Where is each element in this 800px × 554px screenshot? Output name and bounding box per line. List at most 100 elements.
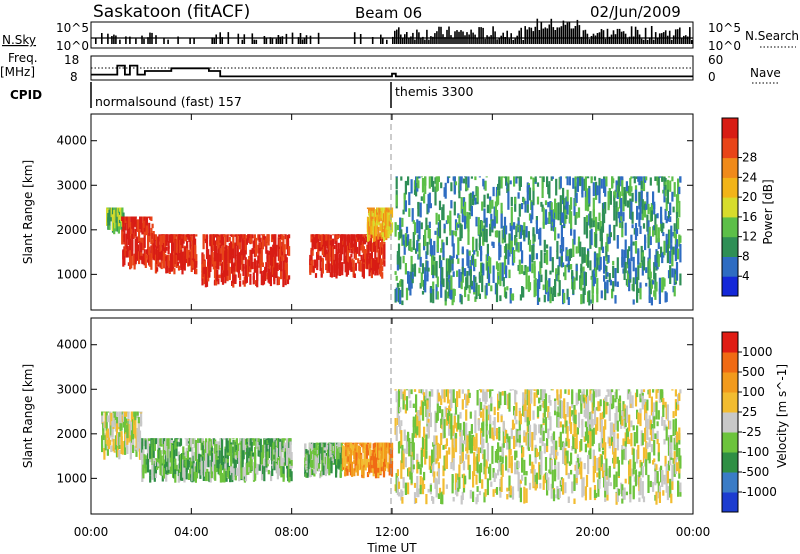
heatmap-cell (288, 246, 291, 256)
heatmap-cell (407, 271, 410, 284)
heatmap-cell (576, 427, 579, 435)
noise-bar (668, 30, 671, 44)
noise-bar (422, 36, 424, 44)
heatmap-cell (318, 242, 321, 251)
heatmap-cell (110, 412, 113, 429)
heatmap-cell (101, 412, 104, 425)
heatmap-cell (363, 448, 366, 465)
heatmap-cell (601, 213, 605, 233)
heatmap-cell (601, 450, 605, 455)
heatmap-cell (435, 212, 438, 225)
heatmap-cell (145, 217, 148, 226)
heatmap-cell (228, 250, 231, 263)
heatmap-cell (242, 447, 245, 460)
heatmap-cell (636, 409, 639, 420)
heatmap-cell (517, 265, 520, 271)
heatmap-cell (282, 276, 285, 288)
noise-bar (141, 35, 143, 44)
heatmap-cell (505, 225, 508, 235)
heatmap-cell (486, 193, 489, 199)
heatmap-cell (378, 450, 381, 459)
heatmap-cell (101, 435, 104, 453)
heatmap-cell (621, 484, 624, 497)
nsearch-label: N.Search (745, 29, 799, 43)
heatmap-cell (134, 420, 137, 435)
heatmap-cell (510, 455, 513, 474)
colorbar-swatch (722, 352, 738, 373)
heatmap-cell (333, 264, 336, 273)
heatmap-cell (548, 185, 551, 198)
heatmap-cell (277, 276, 280, 285)
heatmap-cell (407, 431, 410, 437)
heatmap-cell (592, 182, 595, 197)
noise-bar (500, 35, 502, 44)
heatmap-cell (618, 402, 622, 422)
heatmap-cell (536, 279, 540, 286)
heatmap-cell (552, 431, 556, 448)
heatmap-cell (240, 250, 243, 262)
heatmap-cell (173, 268, 176, 275)
heatmap-cell (148, 222, 151, 236)
heatmap-cell (673, 268, 676, 286)
heatmap-cell (465, 393, 468, 408)
heatmap-cell (534, 424, 537, 436)
heatmap-cell (482, 419, 485, 437)
heatmap-cell (410, 279, 413, 289)
heatmap-cell (347, 442, 350, 444)
heatmap-cell (160, 250, 163, 261)
heatmap-cell (495, 428, 499, 440)
heatmap-cell (669, 420, 672, 430)
heatmap-cell (218, 274, 221, 279)
heatmap-cell (425, 450, 428, 459)
heatmap-cell (175, 234, 178, 237)
heatmap-cell (253, 234, 256, 240)
heatmap-cell (673, 286, 676, 297)
heatmap-cell (420, 196, 423, 201)
heatmap-cell (337, 242, 340, 254)
heatmap-cell (319, 442, 322, 458)
heatmap-cell (366, 220, 370, 227)
heatmap-cell (267, 234, 270, 246)
heatmap-cell (665, 426, 668, 441)
heatmap-cell (195, 234, 198, 237)
heatmap-cell (427, 267, 430, 272)
heatmap-cell (671, 249, 674, 267)
colorbar-swatch (722, 492, 738, 513)
heatmap-cell (328, 456, 331, 469)
heatmap-cell (194, 245, 197, 255)
heatmap-cell (637, 250, 640, 265)
heatmap-cell (551, 257, 554, 273)
heatmap-cell (497, 263, 500, 272)
heatmap-cell (485, 254, 488, 271)
heatmap-cell (421, 389, 425, 395)
heatmap-cell (679, 482, 682, 493)
heatmap-cell (421, 405, 425, 421)
heatmap-cell (531, 201, 534, 220)
colorbar-tick-label: 8 (742, 249, 750, 263)
heatmap-cell (236, 239, 239, 256)
heatmap-cell (315, 442, 318, 445)
noise-bar (636, 29, 639, 44)
heatmap-cell (522, 287, 525, 298)
heatmap-cell (168, 438, 171, 441)
heatmap-cell (647, 474, 650, 493)
noise-bar (666, 35, 669, 44)
y-tick-label: 2000 (56, 427, 87, 441)
heatmap-cell (655, 464, 658, 471)
heatmap-cell (206, 458, 209, 466)
heatmap-cell (503, 255, 507, 275)
heatmap-cell (165, 455, 168, 465)
heatmap-cell (604, 419, 607, 430)
heatmap-cell (592, 427, 595, 444)
heatmap-cell (210, 241, 213, 258)
heatmap-cell (387, 463, 390, 472)
heatmap-cell (188, 261, 191, 266)
heatmap-cell (153, 463, 156, 482)
heatmap-cell (268, 254, 271, 269)
heatmap-cell (354, 244, 357, 253)
heatmap-cell (263, 458, 266, 468)
heatmap-cell (551, 389, 554, 391)
heatmap-cell (453, 185, 456, 195)
heatmap-cell (144, 455, 147, 462)
heatmap-cell (523, 404, 526, 417)
